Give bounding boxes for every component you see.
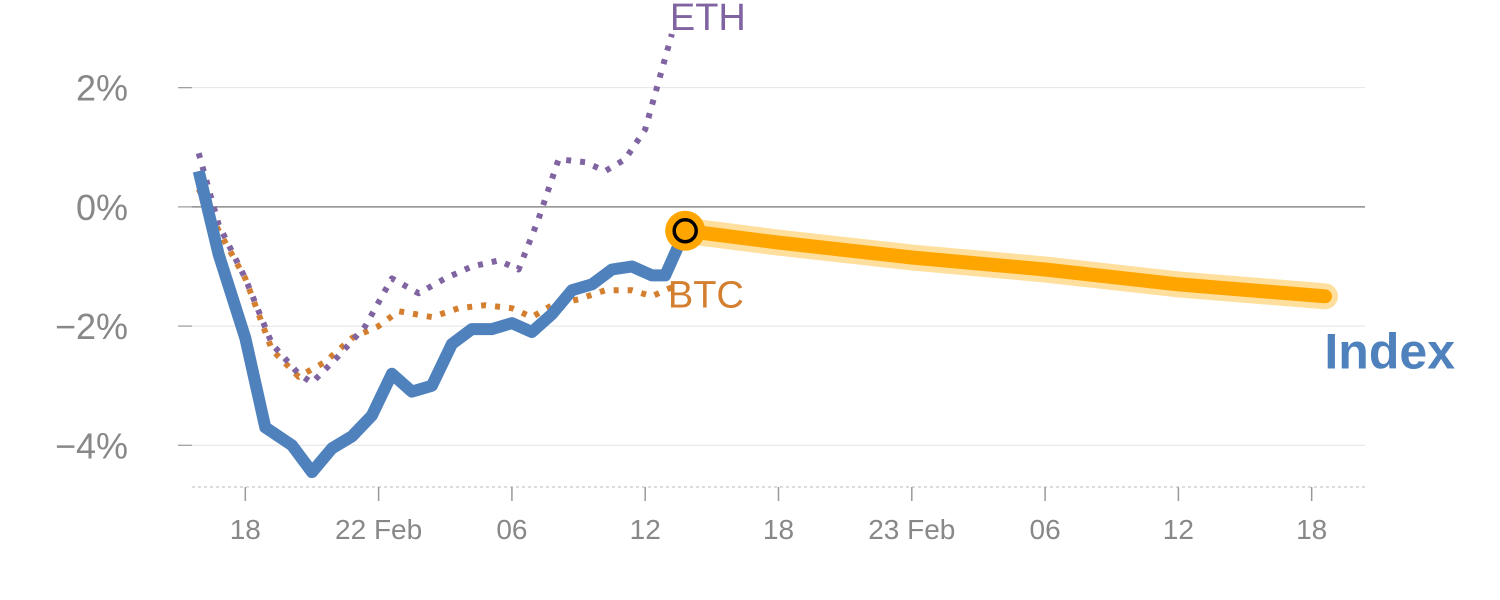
series-eth (195, 33, 675, 386)
grid-layer (192, 87, 1365, 446)
series-label-eth: ETH (670, 0, 746, 39)
series-index (192, 169, 691, 479)
x-tick-label: 18 (763, 514, 794, 545)
x-tick-label: 23 Feb (868, 514, 955, 545)
x-tick-label: 18 (230, 514, 261, 545)
series-layer (192, 33, 1338, 479)
series-label-index: Index (1324, 323, 1455, 379)
x-tick-label: 12 (630, 514, 661, 545)
axis-layer: 2% 0% −2% −4% 18 22 Feb 06 12 18 23 Feb 06 12 18 (55, 68, 1365, 545)
series-btc (195, 187, 674, 380)
y-tick-label: 0% (76, 187, 128, 228)
series-label-btc: BTC (668, 274, 744, 316)
x-tick-label: 12 (1163, 514, 1194, 545)
label-layer: ETH BTC Index (668, 0, 1455, 379)
series-index-forecast (678, 223, 1332, 304)
y-tick-label: −2% (55, 306, 128, 347)
x-tick-label: 06 (1030, 514, 1061, 545)
y-tick-label: 2% (76, 68, 128, 109)
y-tick-label: −4% (55, 425, 128, 466)
current-point-marker (672, 217, 698, 244)
x-tick-label: 22 Feb (335, 514, 422, 545)
x-tick-label: 18 (1296, 514, 1327, 545)
x-tick-label: 06 (496, 514, 527, 545)
